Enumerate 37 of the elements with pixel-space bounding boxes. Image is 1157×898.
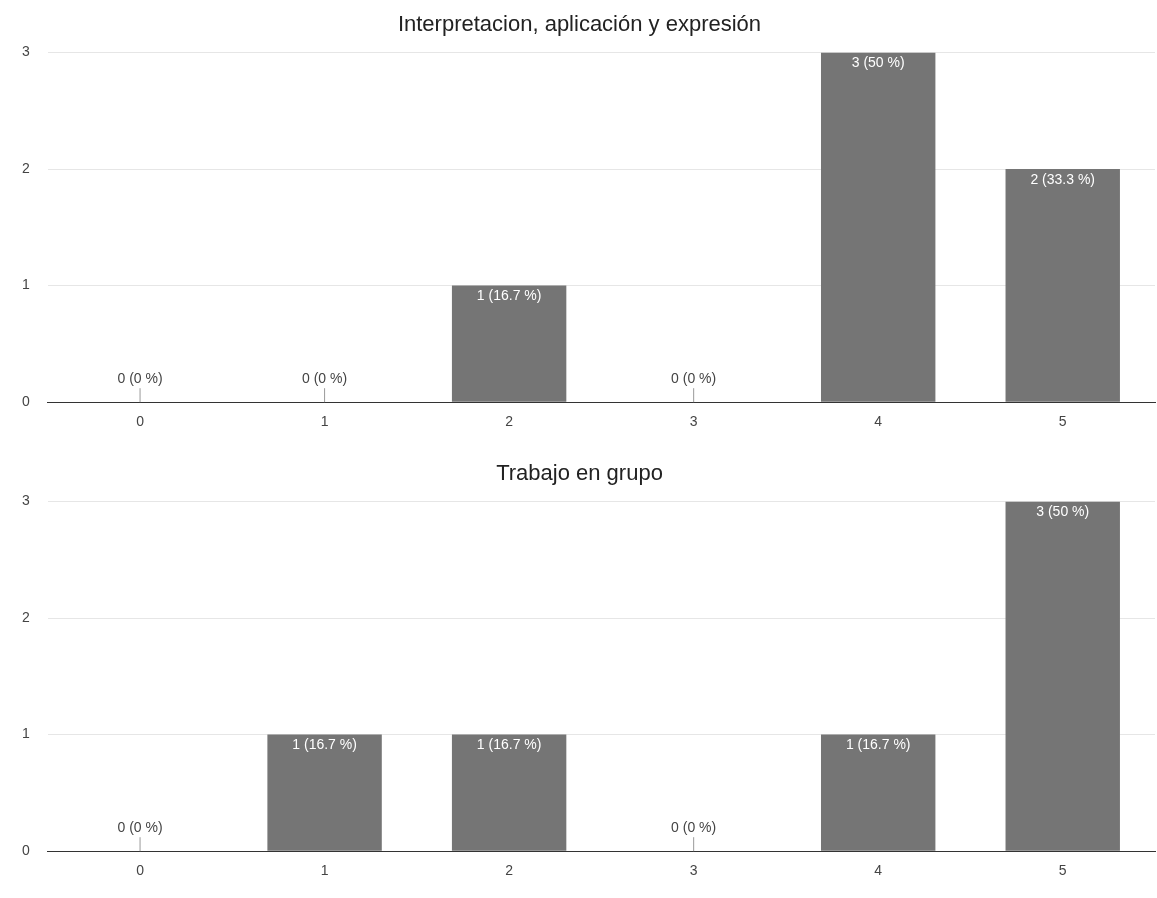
data-label: 1 (16.7 %) [845,736,911,753]
chart-title: Interpretacion, aplicación y expresión [397,11,762,37]
chart-title: Trabajo en grupo [496,460,663,486]
data-label: 0 (0 %) [671,819,717,836]
y-tick-label: 2 [21,608,30,625]
data-label: 0 (0 %) [302,370,348,387]
x-tick-label: 3 [689,862,698,879]
y-tick-label: 3 [21,492,30,509]
y-tick-label: 3 [21,43,30,60]
x-tick-label: 5 [1058,413,1067,430]
data-label: 3 (50 %) [1036,503,1090,520]
y-tick-label: 1 [21,276,30,293]
y-tick-label: 2 [21,159,30,176]
data-label: 0 (0 %) [117,819,163,836]
data-label: 0 (0 %) [117,370,163,387]
data-label: 2 (33.3 %) [1030,170,1096,187]
y-tick-label: 1 [21,725,30,742]
bar [451,285,567,402]
data-label: 0 (0 %) [671,370,717,387]
x-tick-label: 2 [505,862,514,879]
x-tick-label: 4 [874,413,883,430]
x-tick-label: 4 [874,862,883,879]
x-tick-label: 0 [136,862,145,879]
data-label: 1 (16.7 %) [476,287,542,304]
x-tick-label: 1 [320,862,329,879]
bar [820,52,936,402]
y-tick-label: 0 [21,393,30,410]
bar [1005,169,1120,402]
x-tick-label: 2 [505,413,514,430]
data-label: 1 (16.7 %) [292,736,357,753]
x-tick-label: 0 [136,413,145,430]
x-tick-label: 1 [320,413,329,430]
y-tick-label: 0 [21,842,30,859]
x-tick-label: 3 [689,413,698,430]
data-label: 1 (16.7 %) [476,736,542,753]
x-tick-label: 5 [1058,862,1067,879]
data-label: 3 (50 %) [851,54,905,71]
